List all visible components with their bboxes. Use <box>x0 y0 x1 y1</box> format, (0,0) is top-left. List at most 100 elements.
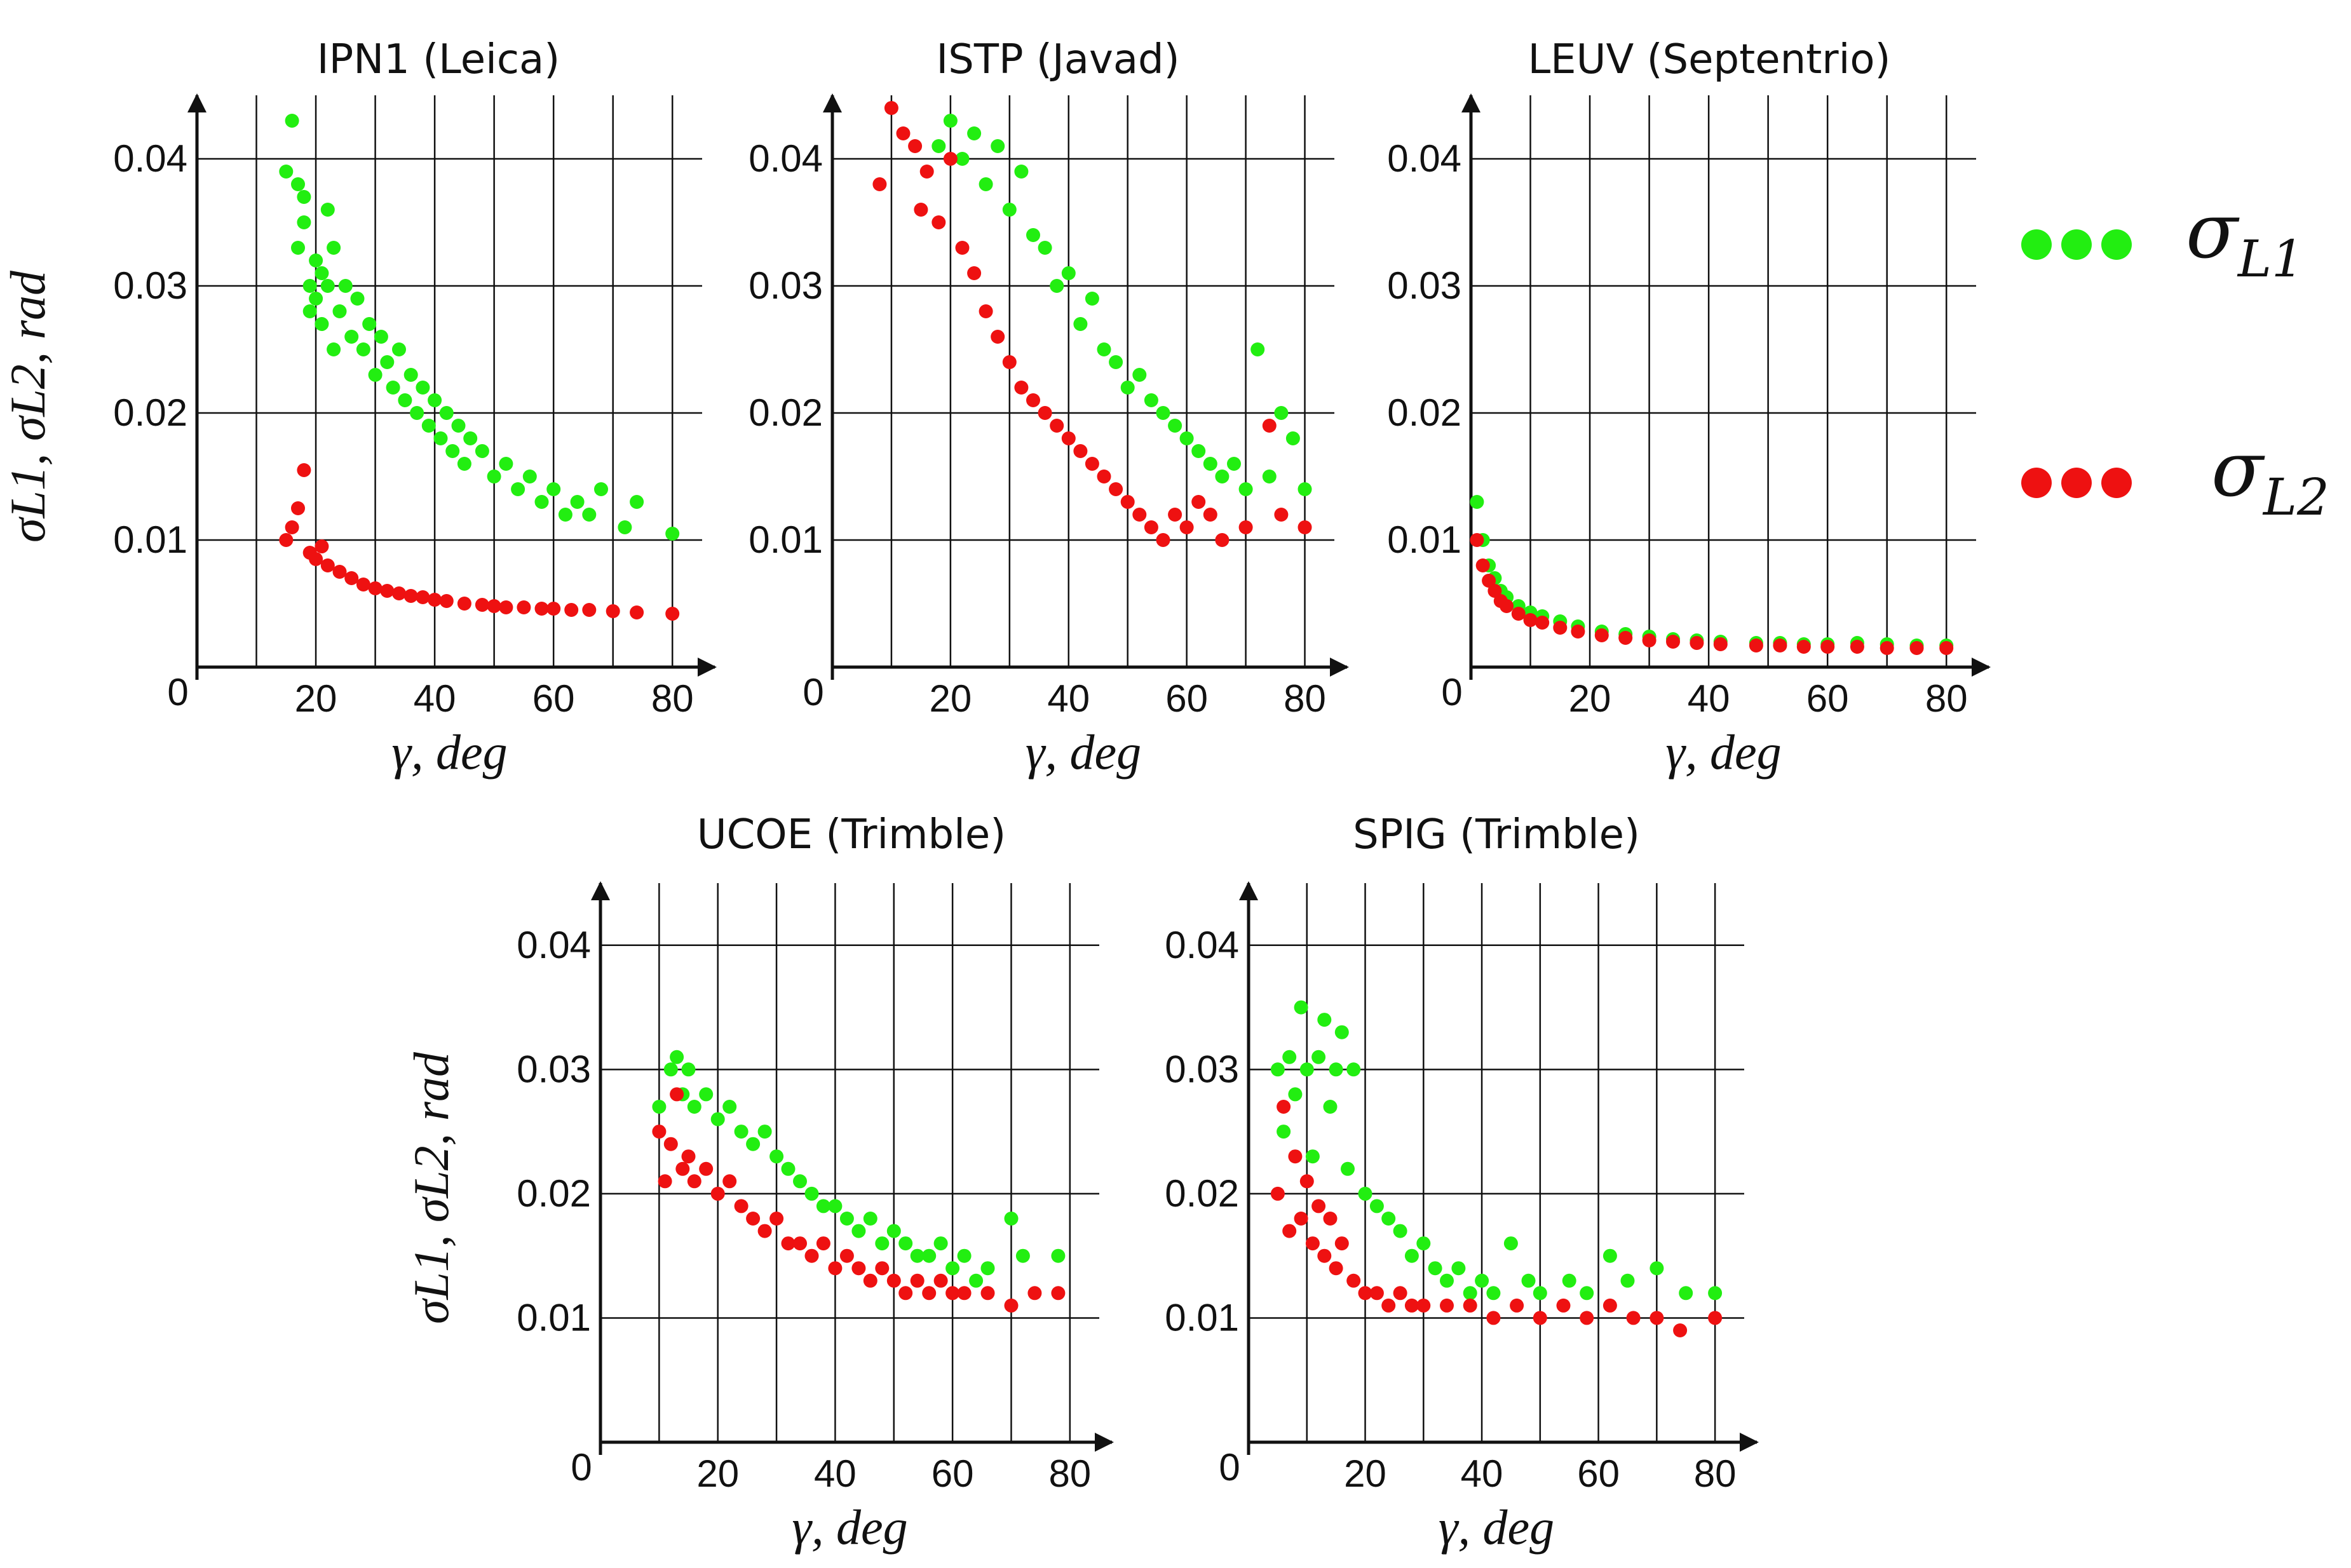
data-point-l1 <box>898 1236 913 1251</box>
x-tick-label: 40 <box>1688 677 1730 720</box>
legend-marker-l1 <box>2021 229 2052 260</box>
data-point-l1 <box>1650 1261 1664 1276</box>
data-point-l1 <box>1238 482 1253 496</box>
data-point-l1 <box>1026 228 1040 242</box>
y-tick-label: 0.03 <box>749 264 823 307</box>
data-point-l1 <box>1015 1248 1030 1263</box>
data-point-l2 <box>1238 520 1253 534</box>
data-point-l1 <box>757 1125 772 1139</box>
data-point-l2 <box>1191 495 1206 509</box>
data-point-l1 <box>1203 457 1217 471</box>
data-point-l2 <box>534 602 549 616</box>
data-point-l2 <box>872 177 887 191</box>
data-point-l1 <box>558 508 573 522</box>
data-point-l2 <box>380 584 395 598</box>
data-point-l1 <box>1305 1149 1320 1164</box>
data-point-l1 <box>1562 1273 1576 1288</box>
data-point-l2 <box>1369 1286 1384 1301</box>
data-point-l2 <box>757 1224 772 1238</box>
data-point-l2 <box>1486 1311 1501 1325</box>
data-point-l1 <box>1004 1212 1019 1226</box>
data-point-l1 <box>1381 1212 1396 1226</box>
data-point-l1 <box>1051 1248 1066 1263</box>
data-point-l2 <box>320 558 335 572</box>
data-point-l1 <box>969 1273 984 1288</box>
data-point-l2 <box>1404 1298 1419 1313</box>
data-point-l2 <box>1270 1186 1285 1201</box>
data-point-l2 <box>699 1161 714 1176</box>
data-point-l2 <box>886 1273 901 1288</box>
data-point-l2 <box>1051 1286 1066 1301</box>
data-point-l1 <box>1708 1286 1723 1301</box>
data-point-l2 <box>1277 1100 1291 1114</box>
data-point-l2 <box>910 1273 925 1288</box>
x-tick-label: 20 <box>1344 1452 1386 1495</box>
data-point-l1 <box>416 381 430 395</box>
data-point-l2 <box>315 539 329 553</box>
origin-label: 0 <box>1219 1446 1240 1489</box>
y-tick-label: 0.04 <box>1165 924 1239 966</box>
data-point-l2 <box>457 597 471 611</box>
data-point-l1 <box>463 431 478 445</box>
data-point-l1 <box>1274 406 1289 420</box>
data-point-l2 <box>681 1149 696 1164</box>
data-point-l1 <box>487 470 501 483</box>
data-point-l1 <box>1002 203 1017 217</box>
data-point-l1 <box>1085 292 1099 306</box>
data-point-l2 <box>1168 508 1182 522</box>
data-point-l1 <box>1521 1273 1536 1288</box>
data-point-l2 <box>1642 633 1657 647</box>
data-point-l2 <box>1004 1298 1019 1313</box>
data-point-l1 <box>1358 1186 1372 1201</box>
data-point-l2 <box>932 215 946 229</box>
data-point-l1 <box>320 279 335 293</box>
data-point-l1 <box>665 527 680 541</box>
data-point-l1 <box>398 393 412 407</box>
data-point-l2 <box>816 1236 830 1251</box>
data-point-l2 <box>675 1161 690 1176</box>
data-point-l2 <box>1179 520 1194 534</box>
data-point-l2 <box>1393 1286 1407 1301</box>
data-point-l2 <box>804 1248 819 1263</box>
data-point-l2 <box>1262 419 1277 433</box>
data-point-l1 <box>1191 444 1206 458</box>
data-point-l1 <box>403 368 418 382</box>
data-point-l1 <box>1050 279 1064 293</box>
data-point-l1 <box>1393 1224 1407 1238</box>
data-point-l1 <box>1451 1261 1466 1276</box>
legend-marker-l2 <box>2061 468 2092 498</box>
data-point-l2 <box>1556 1298 1571 1313</box>
data-point-l2 <box>1708 1311 1723 1325</box>
data-point-l1 <box>457 457 471 471</box>
data-point-l2 <box>475 598 489 612</box>
data-point-l2 <box>945 1286 960 1301</box>
data-point-l1 <box>1679 1286 1693 1301</box>
data-point-l1 <box>910 1248 925 1263</box>
y-tick-label: 0.02 <box>113 391 187 434</box>
data-point-l2 <box>980 1286 995 1301</box>
data-point-l2 <box>663 1137 678 1151</box>
data-point-l1 <box>475 444 489 458</box>
data-point-l1 <box>344 330 359 344</box>
chart-title: LEUV (Septentrio) <box>1528 36 1891 83</box>
data-point-l1 <box>1346 1062 1361 1077</box>
data-point-l2 <box>687 1174 701 1189</box>
data-point-l1 <box>1299 1062 1314 1077</box>
y-tick-label: 0.03 <box>1387 264 1461 307</box>
data-point-l1 <box>828 1199 843 1213</box>
data-point-l2 <box>1274 508 1289 522</box>
data-point-l1 <box>769 1149 784 1164</box>
chart-title: SPIG (Trimble) <box>1353 811 1640 858</box>
data-point-l2 <box>1132 508 1147 522</box>
data-point-l2 <box>1533 1311 1547 1325</box>
data-point-l2 <box>416 590 430 604</box>
data-point-l1 <box>1533 1286 1547 1301</box>
data-point-l1 <box>309 292 323 306</box>
data-point-l2 <box>1288 1149 1303 1164</box>
data-point-l2 <box>1713 637 1728 651</box>
legend: σL1 σL2 <box>2021 187 2329 527</box>
x-axis-label: γ, deg <box>1439 1499 1554 1555</box>
y-tick-label: 0.02 <box>1387 391 1461 434</box>
data-point-l1 <box>499 457 513 471</box>
data-point-l2 <box>291 501 305 515</box>
